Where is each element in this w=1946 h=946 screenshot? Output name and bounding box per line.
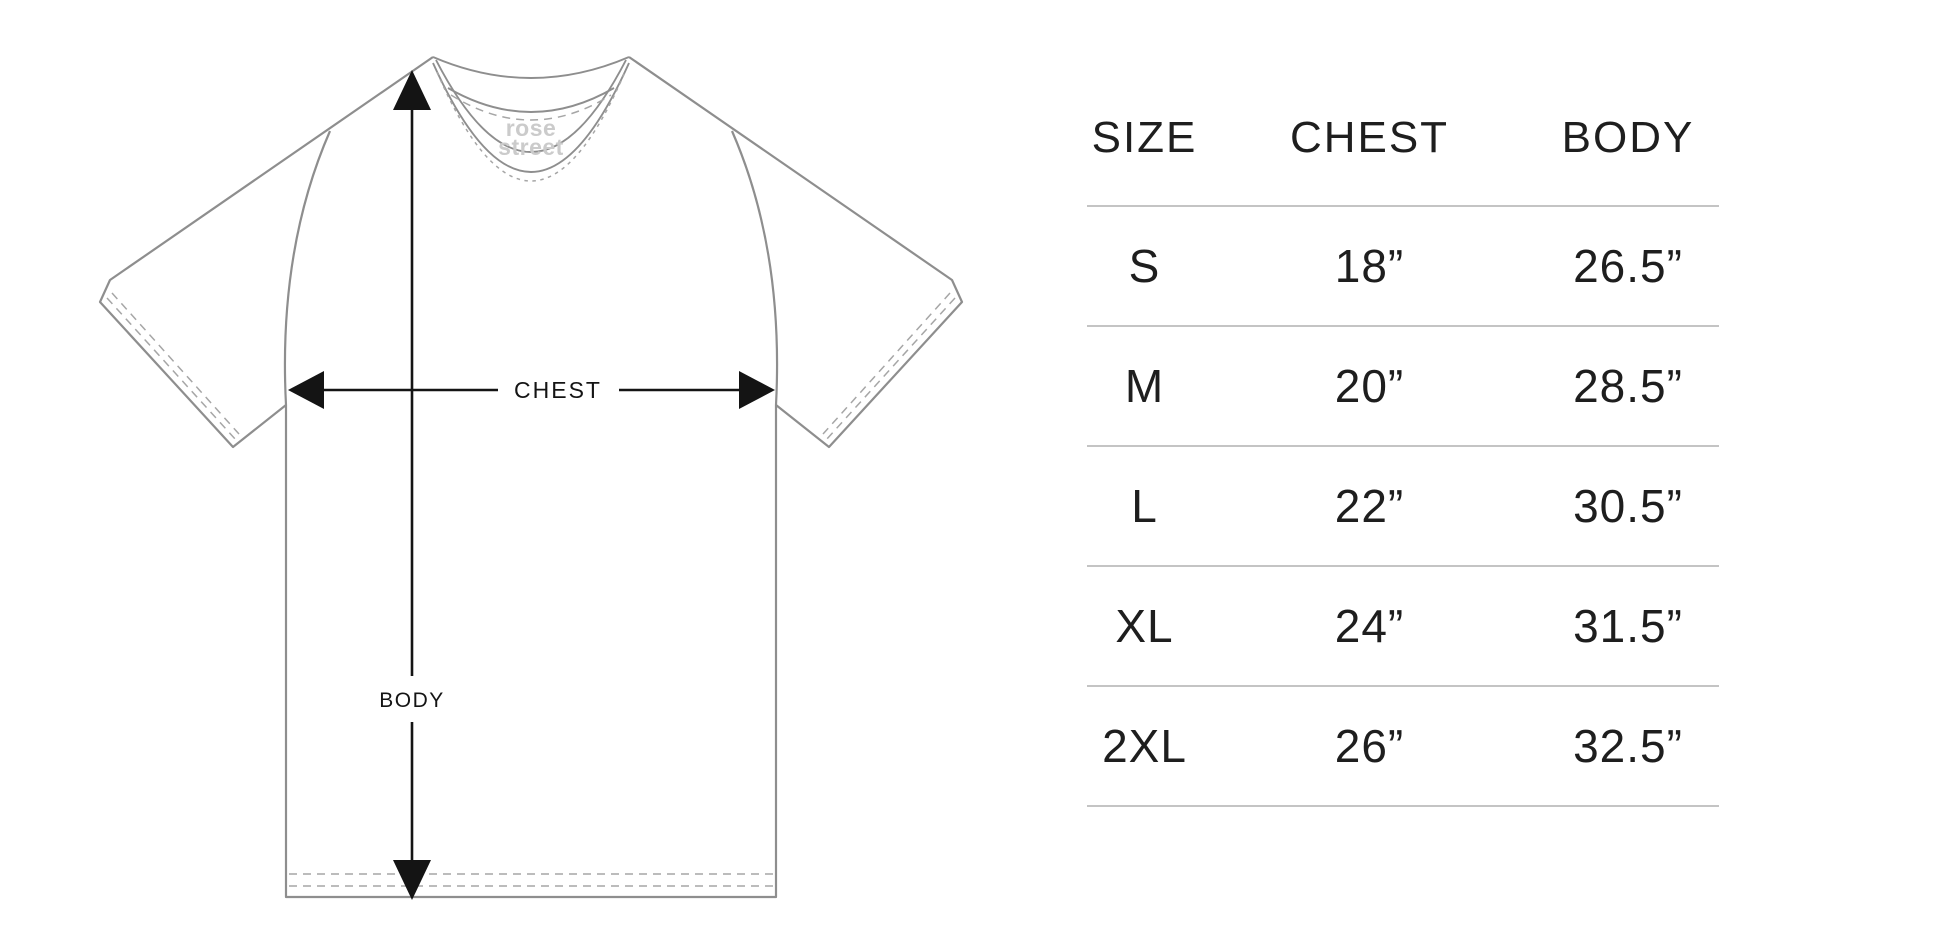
column-header-chest: CHEST — [1289, 112, 1450, 162]
body-label: BODY — [379, 689, 445, 712]
column-header-size: SIZE — [1091, 112, 1198, 162]
chest-label-backdrop — [498, 372, 619, 408]
brand-logo-line1: rose — [506, 115, 557, 141]
column-header-body: BODY — [1561, 112, 1695, 162]
cell-body: 26.5” — [1573, 240, 1683, 292]
chest-label: CHEST — [514, 377, 602, 403]
size-table: SIZE CHEST BODY S 18” 26.5” M 20” 28.5” … — [1087, 70, 1719, 807]
cell-size: 2XL — [1102, 720, 1187, 772]
cell-chest: 18” — [1334, 240, 1405, 292]
brand-logo-line2: street — [498, 134, 564, 160]
right-sleeve-stitching — [822, 292, 956, 441]
cell-body: 31.5” — [1573, 600, 1683, 652]
collar-stitching — [436, 71, 626, 182]
cell-body: 28.5” — [1573, 360, 1683, 412]
cell-chest: 26” — [1334, 720, 1405, 772]
size-table-rows: S 18” 26.5” M 20” 28.5” L 22” 30.5” XL 2… — [1087, 207, 1719, 807]
tshirt-diagram: rose street CHEST BODY — [98, 56, 964, 900]
left-sleeve-stitching — [106, 292, 240, 441]
hem-stitching — [289, 873, 773, 887]
cell-chest: 22” — [1334, 480, 1405, 532]
table-row: XL 24” 31.5” — [1087, 567, 1719, 687]
table-row: 2XL 26” 32.5” — [1087, 687, 1719, 807]
brand-logo: rose street — [498, 115, 564, 160]
cell-body: 30.5” — [1573, 480, 1683, 532]
collar — [432, 56, 630, 173]
tshirt-outline — [98, 56, 964, 899]
cell-chest: 24” — [1334, 600, 1405, 652]
table-row: S 18” 26.5” — [1087, 207, 1719, 327]
body-label-backdrop — [373, 676, 451, 722]
body-arrow — [393, 70, 431, 900]
cell-size: XL — [1115, 600, 1174, 652]
cell-size: M — [1124, 360, 1165, 412]
cell-body: 32.5” — [1573, 720, 1683, 772]
table-row: M 20” 28.5” — [1087, 327, 1719, 447]
cell-size: L — [1131, 480, 1158, 532]
cell-chest: 20” — [1334, 360, 1405, 412]
table-row: L 22” 30.5” — [1087, 447, 1719, 567]
size-table-header: SIZE CHEST BODY — [1087, 70, 1719, 207]
cell-size: S — [1128, 240, 1161, 292]
